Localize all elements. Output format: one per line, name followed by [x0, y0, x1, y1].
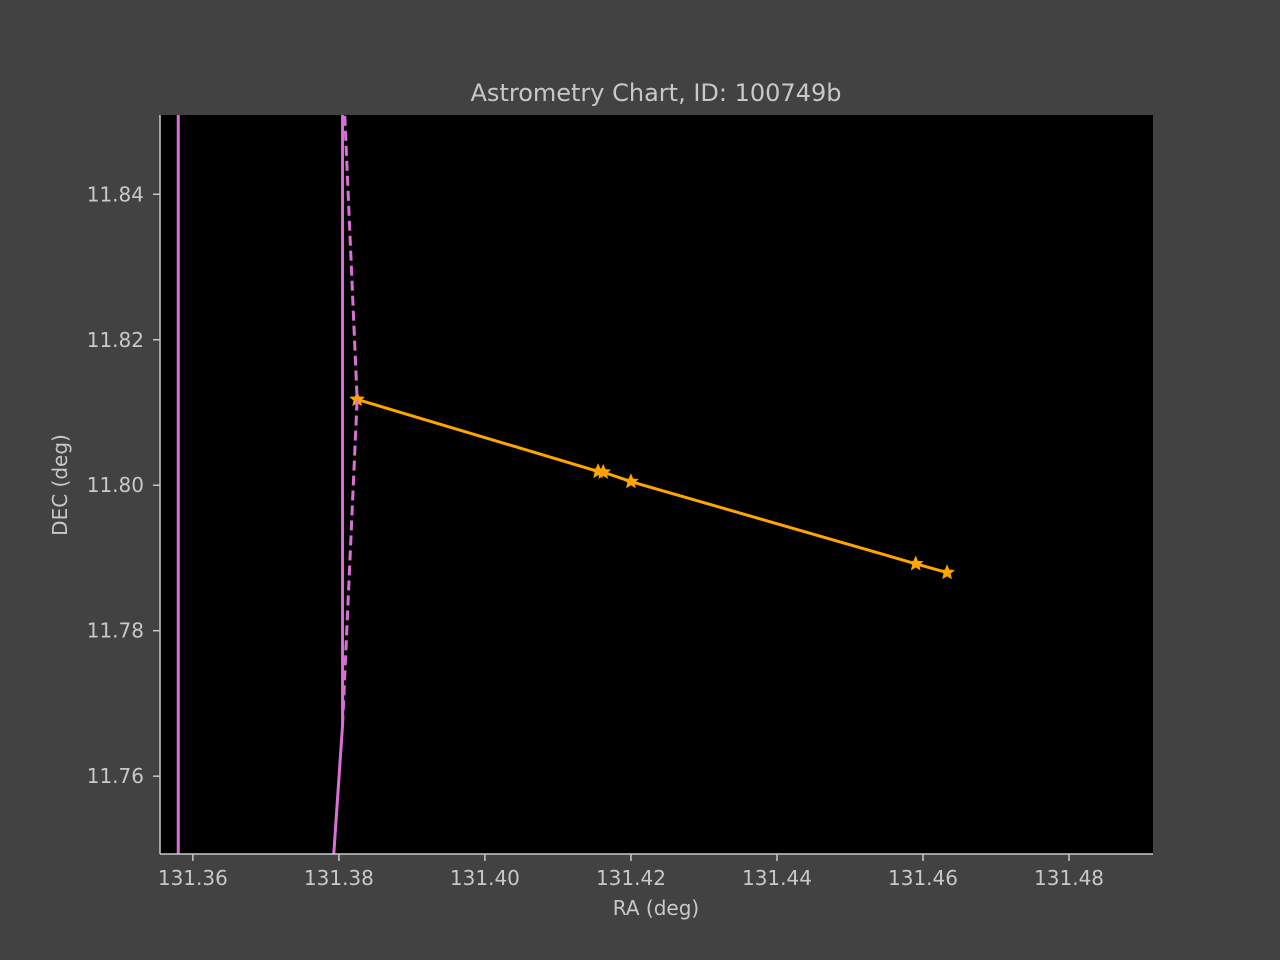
series-line-boundary-mid-dashed [341, 115, 359, 726]
data-point-star [623, 473, 639, 489]
data-point-star [907, 555, 924, 571]
x-tick-label: 131.40 [450, 866, 520, 890]
x-axis-ticks: 131.36 131.38 131.40 131.42 131.44 131.46 131.… [158, 854, 1104, 890]
x-tick-label: 131.42 [596, 866, 666, 890]
y-tick-label: 11.80 [87, 473, 144, 497]
plot-area [160, 115, 1153, 854]
series-layer [176, 115, 955, 854]
series-line-boundary-mid-solid [332, 115, 345, 854]
data-point-star [939, 564, 955, 580]
series-line-track-main [356, 397, 948, 574]
x-axis-label: RA (deg) [613, 896, 699, 920]
x-tick-label: 131.38 [304, 866, 374, 890]
y-axis-label: DEC (deg) [48, 434, 72, 536]
y-tick-label: 11.84 [87, 182, 144, 206]
chart-title: Astrometry Chart, ID: 100749b [471, 79, 842, 107]
y-axis-ticks: 11.76 11.78 11.80 11.82 11.84 [87, 182, 160, 788]
x-tick-label: 131.46 [888, 866, 958, 890]
y-tick-label: 11.82 [87, 328, 144, 352]
x-tick-label: 131.44 [742, 866, 812, 890]
y-tick-label: 11.76 [87, 764, 144, 788]
y-tick-label: 11.78 [87, 619, 144, 643]
x-tick-label: 131.48 [1034, 866, 1104, 890]
x-tick-label: 131.36 [158, 866, 228, 890]
data-point-star [595, 463, 612, 479]
